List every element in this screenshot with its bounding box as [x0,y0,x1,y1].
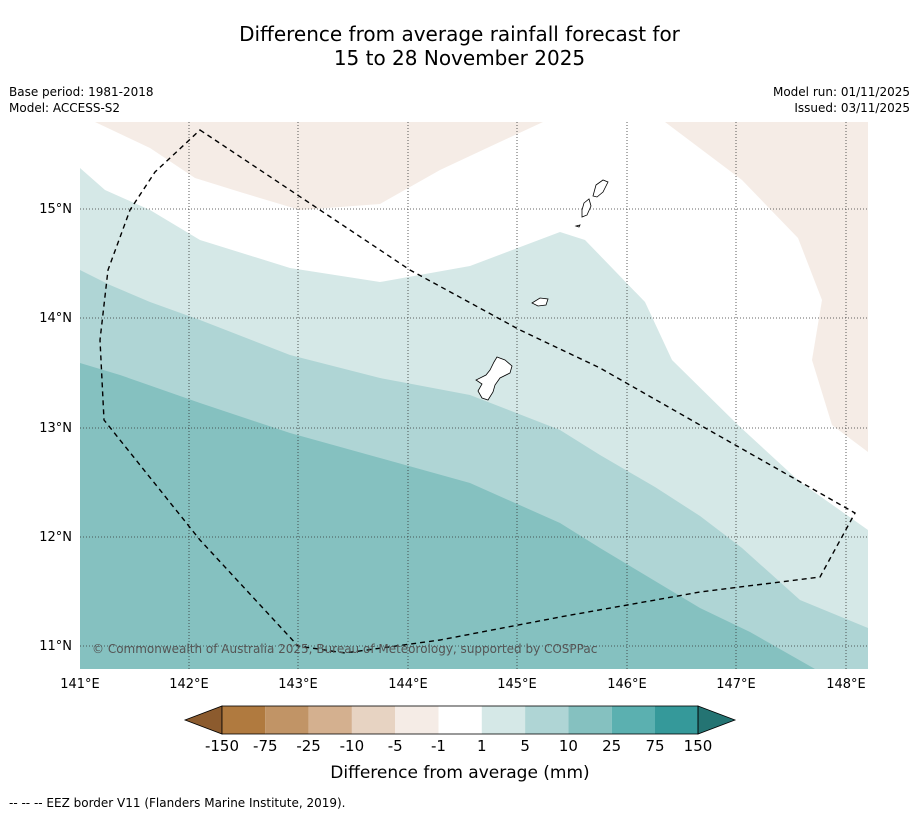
lon-label-143: 143°E [278,677,318,692]
lat-label-15: 15°N [39,202,72,217]
model-name: Model: ACCESS-S2 [9,101,121,115]
colorbar: -150 -75 -25 -10 -5 -1 1 5 10 25 75 150 … [183,705,737,783]
island-saipan [592,179,609,198]
issued-date: Issued: 03/11/2025 [794,101,910,115]
title-line-2: 15 to 28 November 2025 [333,46,586,70]
title-line-1: Difference from average rainfall forecas… [239,22,680,46]
map-plot-area: © Commonwealth of Australia 2025, Bureau… [80,122,868,669]
meta-left: Base period: 1981-2018 Model: ACCESS-S2 [9,84,154,116]
cb-label: -75 [253,737,278,755]
model-run: Model run: 01/11/2025 [772,85,910,99]
cb-label: 150 [684,737,713,755]
lat-tick-labels: 15°N 14°N 13°N 12°N 11°N [39,202,72,654]
map-title: Difference from average rainfall forecas… [0,22,919,70]
lat-label-11: 11°N [39,639,72,654]
lon-label-147: 147°E [716,677,756,692]
lon-label-148: 148°E [826,677,866,692]
cb-label: 5 [520,737,530,755]
island-guam [475,356,513,401]
cb-label: 25 [602,737,621,755]
colorbar-segment [655,706,698,734]
cb-label: -10 [340,737,365,755]
cb-label: -5 [388,737,403,755]
lat-label-12: 12°N [39,530,72,545]
base-period: Base period: 1981-2018 [9,85,154,99]
colorbar-segment [525,706,569,734]
eez-border [99,129,856,654]
lon-label-145: 145°E [497,677,537,692]
meta-right: Model run: 01/11/2025 Issued: 03/11/2025 [773,84,910,116]
lon-label-146: 146°E [607,677,647,692]
colorbar-segment [611,706,655,734]
island-aguijan [574,224,581,228]
colorbar-outline [221,705,699,735]
lon-label-144: 144°E [388,677,428,692]
cb-label: 1 [477,737,487,755]
lon-label-141: 141°E [60,677,100,692]
contour-dry-north [95,122,543,210]
colorbar-tick-labels: -150 -75 -25 -10 -5 -1 1 5 10 25 75 150 [205,737,712,755]
islands [475,179,609,401]
colorbar-right-arrow [697,705,737,735]
colorbar-left-arrow [183,705,223,735]
cb-label: -1 [431,737,446,755]
graticule [80,122,868,669]
colorbar-segment [351,706,396,734]
island-rota [531,297,549,307]
island-tinian [581,198,592,218]
colorbar-segment [222,706,266,734]
colorbar-segment [395,706,439,734]
lat-label-13: 13°N [39,421,72,436]
colorbar-segment [568,706,612,734]
colorbar-axis-label: Difference from average (mm) [330,763,589,783]
colorbar-segment [308,706,352,734]
contour-band-10-25 [80,363,815,669]
lat-label-14: 14°N [39,311,72,326]
cb-label: -150 [205,737,239,755]
cb-label: -25 [296,737,321,755]
cb-label: 75 [645,737,664,755]
lon-tick-labels: 141°E 142°E 143°E 144°E 145°E 146°E 147°… [60,677,866,692]
colorbar-segment [265,706,309,734]
eez-footnote: -- -- -- EEZ border V11 (Flanders Marine… [9,796,346,810]
colorbar-segment [481,706,526,734]
cb-label: 10 [559,737,578,755]
contour-dry-east [665,122,868,452]
lon-label-142: 142°E [169,677,209,692]
colorbar-segment [438,706,482,734]
copyright-notice: © Commonwealth of Australia 2025, Bureau… [92,642,597,656]
